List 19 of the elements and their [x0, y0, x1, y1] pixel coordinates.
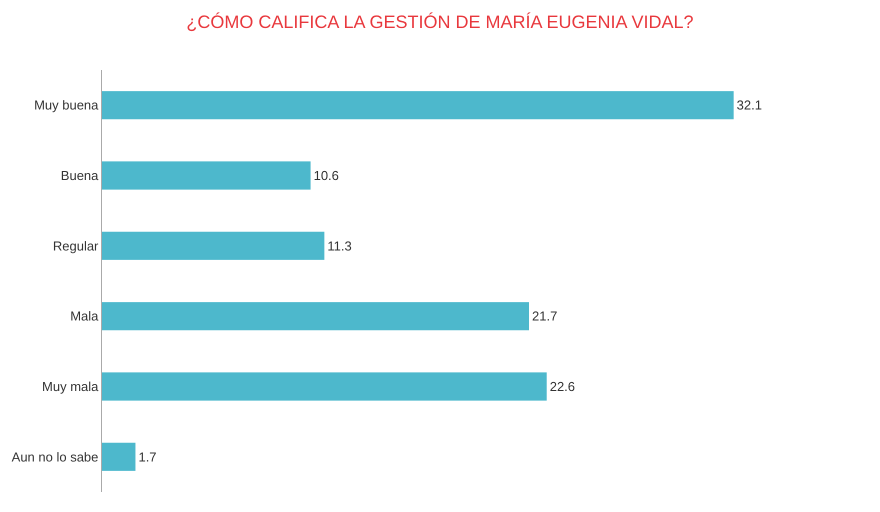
bar	[102, 302, 530, 330]
y-tick-label: Buena	[60, 168, 100, 184]
bar	[102, 91, 734, 120]
data-label: 1.7	[138, 449, 157, 464]
chart-title: ¿CÓMO CALIFICA LA GESTIÓN DE MARÍA EUGENIA VIDAL?	[186, 12, 694, 32]
data-label: 21.7	[532, 308, 558, 324]
bar	[102, 161, 311, 190]
data-label: 22.6	[550, 379, 576, 394]
y-tick-label: Muy mala	[42, 379, 100, 394]
data-label: 11.3	[327, 238, 352, 254]
data-label: 10.6	[314, 168, 339, 183]
y-tick-label: Muy buena	[34, 98, 100, 113]
bar	[102, 232, 324, 260]
y-tick-label: Regular	[52, 238, 100, 254]
data-label: 32.1	[736, 98, 762, 113]
bar	[102, 372, 547, 401]
y-tick-label: Mala	[70, 308, 100, 324]
y-tick-label: Aun no lo sabe	[12, 449, 98, 464]
bar	[102, 442, 136, 471]
